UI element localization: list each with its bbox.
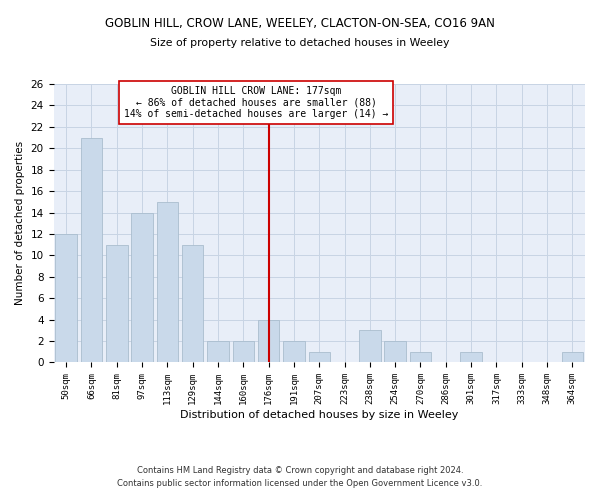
Bar xyxy=(106,244,128,362)
Bar xyxy=(562,352,583,362)
Bar xyxy=(131,212,153,362)
X-axis label: Distribution of detached houses by size in Weeley: Distribution of detached houses by size … xyxy=(180,410,458,420)
Text: GOBLIN HILL, CROW LANE, WEELEY, CLACTON-ON-SEA, CO16 9AN: GOBLIN HILL, CROW LANE, WEELEY, CLACTON-… xyxy=(105,18,495,30)
Bar xyxy=(157,202,178,362)
Y-axis label: Number of detached properties: Number of detached properties xyxy=(15,141,25,306)
Bar xyxy=(55,234,77,362)
Bar xyxy=(385,341,406,362)
Bar xyxy=(359,330,380,362)
Text: GOBLIN HILL CROW LANE: 177sqm
← 86% of detached houses are smaller (88)
14% of s: GOBLIN HILL CROW LANE: 177sqm ← 86% of d… xyxy=(124,86,388,120)
Bar xyxy=(410,352,431,362)
Bar xyxy=(460,352,482,362)
Text: Size of property relative to detached houses in Weeley: Size of property relative to detached ho… xyxy=(151,38,449,48)
Bar xyxy=(182,244,203,362)
Bar xyxy=(258,320,280,362)
Bar xyxy=(81,138,102,362)
Bar xyxy=(207,341,229,362)
Bar xyxy=(283,341,305,362)
Bar xyxy=(233,341,254,362)
Text: Contains HM Land Registry data © Crown copyright and database right 2024.
Contai: Contains HM Land Registry data © Crown c… xyxy=(118,466,482,487)
Bar xyxy=(308,352,330,362)
